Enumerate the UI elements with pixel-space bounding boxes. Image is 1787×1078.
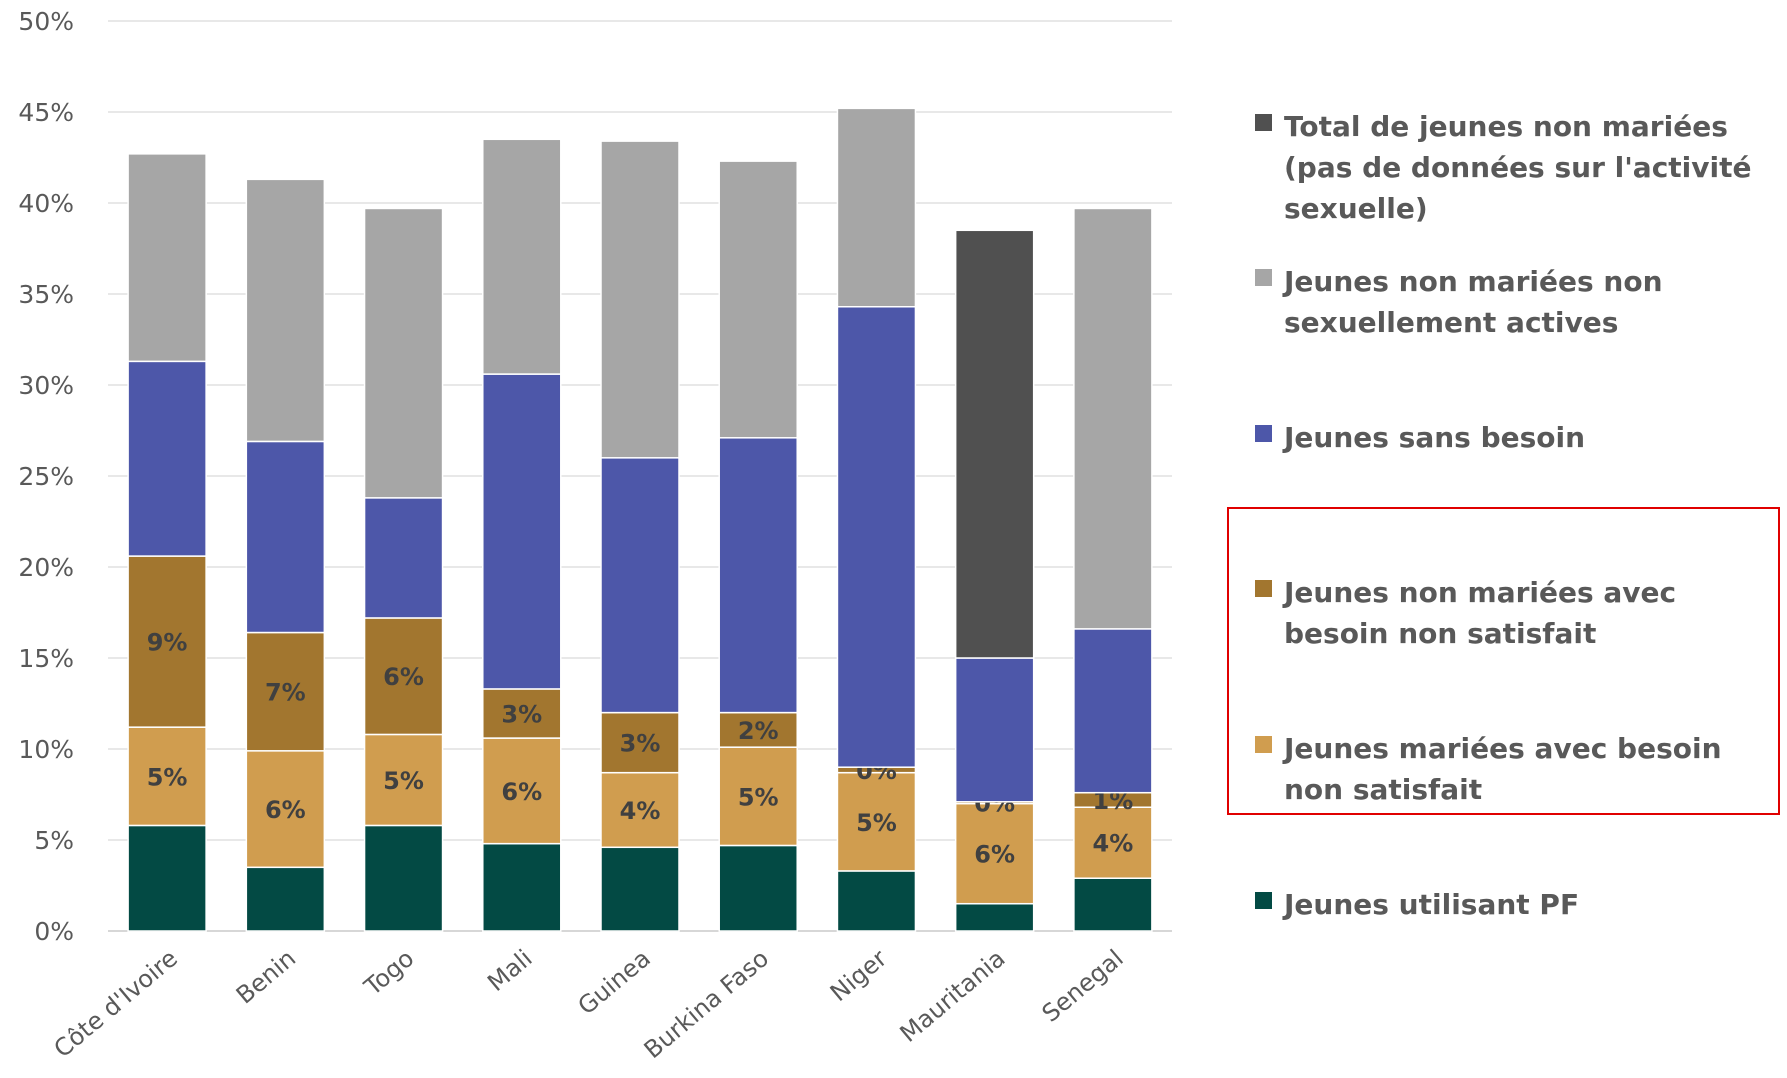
legend-item-non-sexuellement-actives: Jeunes non mariées non sexuellement acti… xyxy=(1255,261,1774,343)
bar-segment xyxy=(482,842,562,932)
x-tick-label: Niger xyxy=(825,944,893,1007)
bar-segment xyxy=(718,844,798,932)
data-label: 5% xyxy=(147,763,188,791)
legend-swatch xyxy=(1255,892,1272,909)
bar-segment xyxy=(363,207,444,499)
x-tick-label: Togo xyxy=(358,944,419,1002)
legend-item-non-mariees-besoin-non-satisfait: Jeunes non mariées avec besoin non satis… xyxy=(1255,572,1774,654)
bar-segment xyxy=(836,771,917,872)
bar-segment xyxy=(836,305,917,768)
bar-segment xyxy=(954,229,1035,659)
bar-segment xyxy=(600,140,680,459)
bar-segment xyxy=(363,733,444,827)
x-tick-label: Guinea xyxy=(573,944,656,1020)
bar-segment xyxy=(718,437,798,714)
data-label: 7% xyxy=(265,679,306,707)
data-label: 4% xyxy=(620,797,661,825)
bar-segment xyxy=(954,657,1035,803)
bar-segment xyxy=(836,107,917,308)
bar-segment xyxy=(127,360,207,557)
bar-segment xyxy=(363,824,444,932)
bar-segment xyxy=(127,555,207,728)
bar-segment xyxy=(245,440,326,634)
x-tick-label: Senegal xyxy=(1037,944,1129,1028)
bar-segment xyxy=(1073,207,1153,630)
legend-item-utilisant-pf: Jeunes utilisant PF xyxy=(1255,884,1774,925)
data-label: 3% xyxy=(501,701,542,729)
bar-segment xyxy=(245,750,326,869)
bar-segment xyxy=(245,866,326,932)
bar-segment xyxy=(600,846,680,932)
legend-swatch xyxy=(1255,269,1272,286)
y-tick-label: 45% xyxy=(18,98,74,127)
legend-item-mariees-besoin-non-satisfait: Jeunes mariées avec besoin non satisfait xyxy=(1255,728,1774,810)
bar-segment xyxy=(1073,628,1153,794)
bar-segment xyxy=(954,802,1035,905)
bar-segment xyxy=(836,870,917,932)
bar-segment xyxy=(600,711,680,774)
x-tick-label: Benin xyxy=(231,944,301,1009)
x-tick-label: Mali xyxy=(482,944,537,997)
data-label: 4% xyxy=(1093,830,1134,858)
legend-item-sans-besoin: Jeunes sans besoin xyxy=(1255,417,1774,458)
data-label: 6% xyxy=(974,841,1015,869)
data-label: 5% xyxy=(738,783,779,811)
bar-segment xyxy=(954,902,1035,932)
bar-segment xyxy=(245,178,326,443)
data-label: 6% xyxy=(501,778,542,806)
chart-legend: Total de jeunes non mariées (pas de donn… xyxy=(1255,0,1785,1078)
bar-segment xyxy=(245,631,326,752)
data-label: 5% xyxy=(856,809,897,837)
y-tick-label: 15% xyxy=(18,644,74,673)
bar-segment xyxy=(127,824,207,932)
data-label: 3% xyxy=(620,730,661,758)
y-tick-label: 10% xyxy=(18,735,74,764)
legend-swatch xyxy=(1255,114,1272,131)
data-label: 6% xyxy=(383,663,424,691)
bar-segment xyxy=(600,457,680,714)
y-tick-label: 50% xyxy=(18,7,74,36)
bar-segment xyxy=(482,138,562,375)
bar-segment xyxy=(600,771,680,849)
data-label: 5% xyxy=(383,767,424,795)
data-label: 9% xyxy=(147,629,188,657)
bar-segment xyxy=(718,711,798,748)
bar-segment xyxy=(1073,806,1153,879)
y-tick-label: 20% xyxy=(18,553,74,582)
data-label: 6% xyxy=(265,796,306,824)
legend-label: Total de jeunes non mariées (pas de donn… xyxy=(1284,110,1752,225)
bar-segment xyxy=(1073,877,1153,932)
y-tick-label: 40% xyxy=(18,189,74,218)
legend-label: Jeunes sans besoin xyxy=(1284,421,1586,454)
legend-label: Jeunes non mariées non sexuellement acti… xyxy=(1284,265,1663,339)
y-tick-label: 5% xyxy=(34,826,74,855)
legend-swatch xyxy=(1255,425,1272,442)
y-tick-label: 25% xyxy=(18,462,74,491)
legend-label: Jeunes utilisant PF xyxy=(1284,888,1580,921)
highlight-box xyxy=(1227,507,1780,815)
y-tick-label: 35% xyxy=(18,280,74,309)
legend-label: Jeunes non mariées avec besoin non satis… xyxy=(1284,576,1677,650)
legend-label: Jeunes mariées avec besoin non satisfait xyxy=(1284,732,1722,806)
legend-item-total-non-mariees: Total de jeunes non mariées (pas de donn… xyxy=(1255,106,1774,229)
bar-segment xyxy=(363,497,444,619)
bar-segment xyxy=(718,160,798,439)
legend-swatch xyxy=(1255,736,1272,753)
bar-segment xyxy=(718,746,798,847)
y-tick-label: 0% xyxy=(34,917,74,946)
x-tick-label: Burkina Faso xyxy=(639,944,774,1064)
x-tick-label: Mauritania xyxy=(895,944,1011,1048)
bar-segment xyxy=(482,373,562,690)
x-tick-label: Côte d'Ivoire xyxy=(49,944,183,1063)
data-label: 2% xyxy=(738,717,779,745)
stacked-bar-chart: 0% 5% 10% 15% 20% 25% 30% 35% 40% 45% 50% 5% 9% Côte … xyxy=(18,7,1172,1064)
bar-segment xyxy=(127,153,207,363)
legend-swatch xyxy=(1255,580,1272,597)
bar-segment xyxy=(127,726,207,827)
y-tick-label: 30% xyxy=(18,371,74,400)
